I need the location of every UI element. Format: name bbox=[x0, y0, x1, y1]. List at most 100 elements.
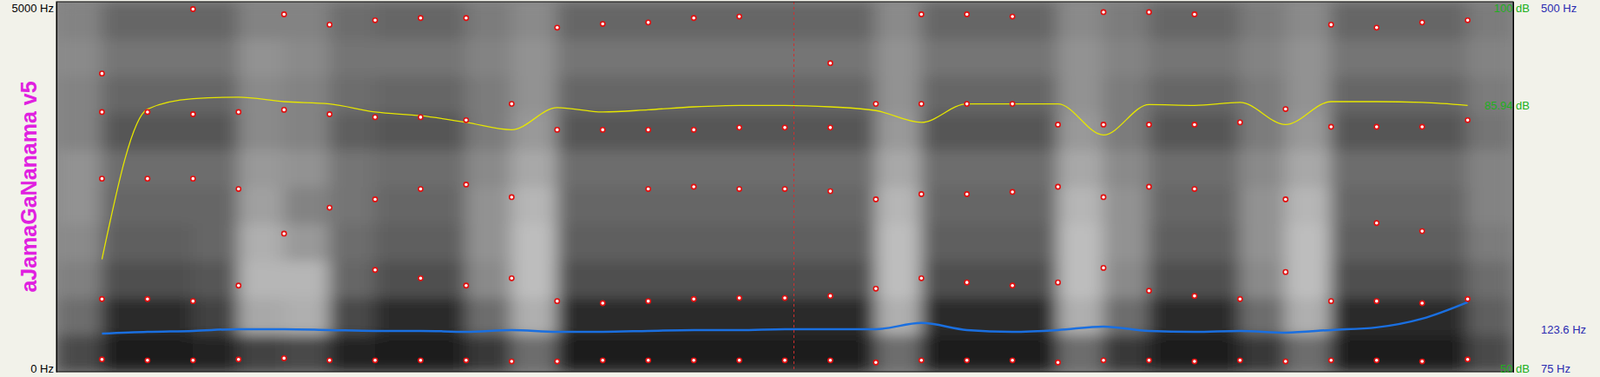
spectrogram-cell bbox=[693, 149, 740, 188]
spectrogram-cell bbox=[647, 334, 694, 372]
spectrogram-cell bbox=[1103, 334, 1150, 372]
spectrogram-cell bbox=[921, 186, 968, 225]
spectrogram-cell bbox=[329, 186, 376, 225]
formant-point bbox=[463, 182, 468, 187]
spectrogram-cell bbox=[329, 38, 376, 77]
spectrogram-cell bbox=[375, 149, 422, 188]
spectrogram-cell bbox=[556, 334, 603, 372]
formant-point bbox=[1010, 189, 1015, 194]
spectrogram-cell bbox=[602, 1, 649, 40]
spectrogram-cell bbox=[146, 223, 193, 262]
spectrogram-cell bbox=[784, 1, 831, 40]
spectrogram-cell bbox=[784, 260, 831, 299]
formant-point bbox=[282, 355, 287, 361]
spectrogram-cell bbox=[875, 38, 922, 77]
spectrogram-cell bbox=[420, 38, 467, 77]
formant-point bbox=[1010, 357, 1015, 363]
spectrogram-cell bbox=[1057, 260, 1104, 299]
spectrogram-cell bbox=[192, 223, 239, 262]
spectrogram-cell bbox=[875, 75, 922, 114]
spectrogram-cell bbox=[1103, 260, 1150, 299]
spectrogram-cell bbox=[237, 38, 284, 77]
formant-point bbox=[828, 357, 833, 363]
spectrogram-cell bbox=[966, 186, 1013, 225]
formant-point bbox=[828, 125, 833, 130]
spectrogram-cell bbox=[556, 186, 603, 225]
formant-point bbox=[737, 357, 742, 363]
spectrogram-cell bbox=[1193, 186, 1240, 225]
plot-area bbox=[56, 1, 1514, 372]
formant-point bbox=[1329, 22, 1334, 27]
formant-point bbox=[964, 191, 969, 197]
formant-point bbox=[828, 293, 833, 298]
spectrogram-cell bbox=[375, 111, 422, 151]
spectrogram-cell bbox=[1239, 75, 1286, 114]
formant-point bbox=[509, 194, 514, 199]
spectrogram-cell bbox=[56, 149, 103, 188]
formant-point bbox=[1420, 229, 1425, 234]
spectrogram-cell bbox=[1103, 75, 1150, 114]
spectrogram-cell bbox=[829, 223, 876, 262]
tick: 5000 Hz bbox=[12, 1, 57, 15]
spectrogram-cell bbox=[647, 111, 694, 151]
spectrogram-cell bbox=[693, 38, 740, 77]
formant-point bbox=[964, 101, 969, 106]
formant-point bbox=[873, 360, 878, 365]
formant-point bbox=[327, 357, 332, 363]
formant-point bbox=[691, 184, 697, 189]
formant-point bbox=[463, 283, 468, 288]
spectrogram-cell bbox=[784, 149, 831, 188]
spectrogram-cell bbox=[146, 334, 193, 372]
spectrogram-cell bbox=[966, 260, 1013, 299]
formant-point bbox=[327, 111, 332, 117]
spectrogram-cell bbox=[966, 223, 1013, 262]
spectrogram-cell bbox=[602, 111, 649, 151]
spectrogram-cell bbox=[56, 75, 103, 114]
spectrogram-cell bbox=[556, 149, 603, 188]
tick-label: 85.94 dB bbox=[1484, 98, 1530, 112]
spectrogram-cell bbox=[1376, 149, 1423, 188]
formant-point bbox=[463, 357, 468, 363]
spectrogram-cell bbox=[829, 186, 876, 225]
pitch-line bbox=[101, 302, 1468, 334]
spectrogram-cell bbox=[602, 296, 649, 336]
spectrogram-cell bbox=[602, 75, 649, 114]
formant-point bbox=[144, 109, 150, 114]
spectrogram-cell bbox=[237, 149, 284, 188]
formant-point bbox=[1100, 9, 1106, 14]
spectrogram-cell bbox=[56, 111, 103, 151]
spectrogram-cell bbox=[1376, 111, 1423, 151]
formant-point bbox=[873, 197, 878, 202]
tick-label: 5000 Hz bbox=[12, 1, 54, 15]
spectrogram-cell bbox=[420, 75, 467, 114]
spectrogram-cell bbox=[1239, 38, 1286, 77]
spectrogram-cell bbox=[1057, 186, 1104, 225]
spectrogram-cell bbox=[192, 334, 239, 372]
spectrogram-cell bbox=[1284, 75, 1331, 114]
spectrogram-cell bbox=[1057, 334, 1104, 372]
tick: 0 Hz bbox=[30, 362, 57, 376]
spectrogram-cell bbox=[693, 223, 740, 262]
spectrogram-cell bbox=[1148, 75, 1195, 114]
formant-point bbox=[99, 71, 105, 76]
pitch-axis: 75 Hz123.6 Hz500 Hz bbox=[1513, 1, 1587, 376]
spectrogram-cell bbox=[1239, 334, 1286, 372]
formant-point bbox=[1146, 288, 1152, 293]
spectrogram-cell bbox=[556, 223, 603, 262]
axis-line bbox=[56, 2, 58, 373]
spectrogram-cell bbox=[1422, 75, 1469, 114]
spectrogram-cell bbox=[829, 111, 876, 151]
spectrogram-cell bbox=[1284, 38, 1331, 77]
formant-point bbox=[144, 176, 150, 181]
spectrogram-cell bbox=[1012, 334, 1059, 372]
spectrogram-cell bbox=[101, 1, 148, 40]
tick-label: 500 Hz bbox=[1540, 1, 1577, 15]
spectrogram-cell bbox=[1376, 75, 1423, 114]
spectrogram-cell bbox=[1148, 149, 1195, 188]
spectrogram-cell bbox=[1148, 296, 1195, 336]
spectrogram-cell bbox=[1012, 111, 1059, 151]
spectrogram-cell bbox=[602, 186, 649, 225]
spectrogram-cell bbox=[1422, 149, 1469, 188]
spectrogram-cell bbox=[329, 260, 376, 299]
spectrogram-cell bbox=[420, 296, 467, 336]
